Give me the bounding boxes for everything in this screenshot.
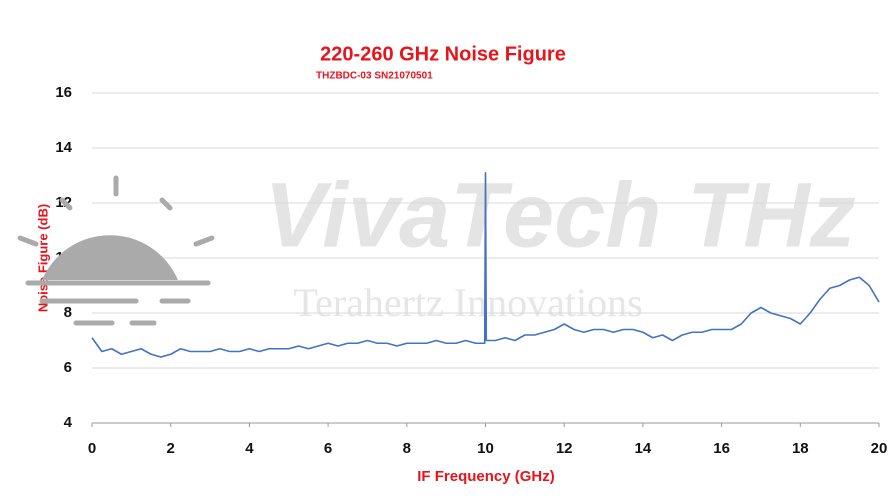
- y-tick-label: 14: [55, 139, 72, 156]
- x-tick-label: 4: [245, 440, 254, 457]
- data-line: [91, 171, 880, 358]
- chart-title: 220-260 GHz Noise Figure: [320, 43, 566, 65]
- x-axis-label: IF Frequency (GHz): [417, 468, 555, 485]
- watermark: VivaTech THz: [264, 164, 855, 266]
- y-tick-label: 8: [64, 304, 72, 321]
- x-tick-label: 20: [871, 440, 888, 457]
- x-tick-label: 8: [403, 440, 411, 457]
- watermark-subtitle: Terahertz Innovations: [293, 280, 642, 325]
- y-tick-label: 16: [55, 84, 72, 101]
- x-tick-label: 6: [324, 440, 332, 457]
- chart-subtitle: THZBDC-03 SN21070501: [316, 71, 433, 82]
- y-axis-label: Noise Figure (dB): [35, 204, 50, 312]
- x-tick-label: 12: [556, 440, 573, 457]
- x-tick-label: 2: [167, 440, 175, 457]
- plot-area: 4681012141602468101214161820: [55, 84, 887, 457]
- x-tick-label: 18: [792, 440, 809, 457]
- x-tick-label: 10: [477, 440, 494, 457]
- y-tick-label: 6: [64, 359, 72, 376]
- y-tick-label: 4: [64, 414, 73, 431]
- x-tick-label: 0: [88, 440, 96, 457]
- x-tick-label: 16: [713, 440, 730, 457]
- x-tick-label: 14: [635, 440, 652, 457]
- sun-icon: [17, 175, 215, 326]
